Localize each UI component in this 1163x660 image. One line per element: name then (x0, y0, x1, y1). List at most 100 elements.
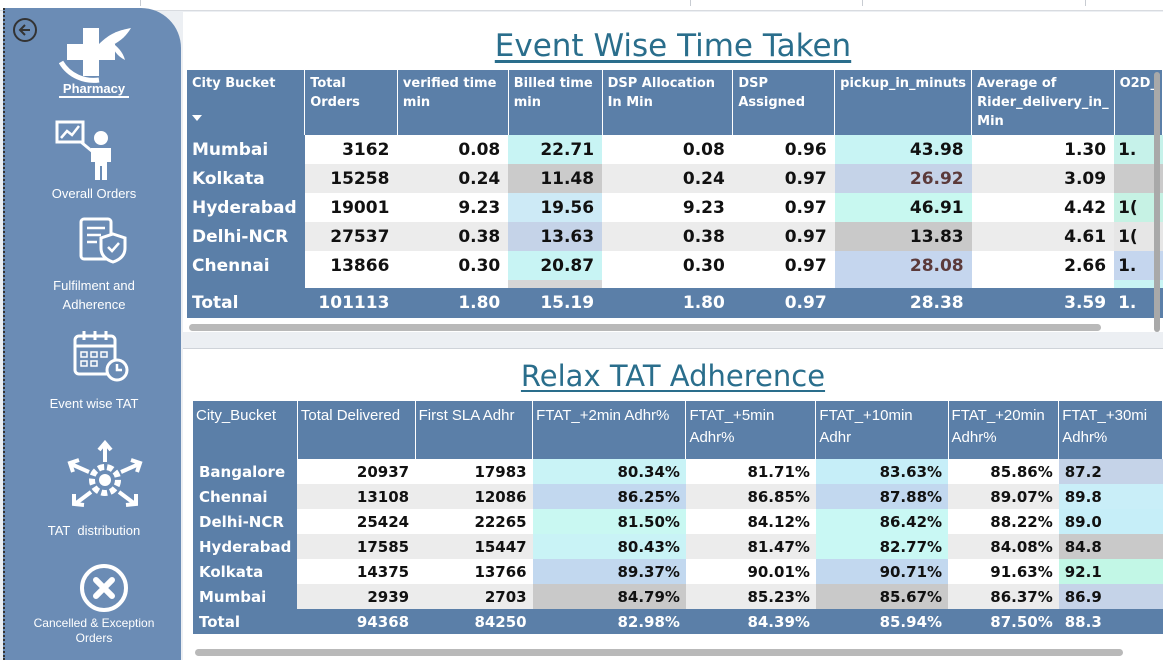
value-cell: 0.08 (458, 139, 501, 160)
table-header-row: City Bucket Total Orders verified time m… (187, 70, 1163, 135)
city-cell: Delhi-NCR (193, 509, 298, 534)
column-header[interactable]: pickup_in_minuts (834, 70, 973, 135)
value-cell: 85.86% (990, 462, 1053, 481)
value-cell: 89.37% (532, 559, 686, 584)
value-cell: 3.09 (971, 164, 1115, 193)
column-header[interactable]: FTAT_+10min Adhr (815, 401, 949, 459)
event-wise-title: Event Wise Time Taken (494, 28, 852, 64)
horizontal-scrollbar[interactable] (195, 649, 1123, 656)
sidebar-item-label: Pharmacy (58, 81, 130, 98)
event-wise-time-panel: Event Wise Time Taken City Bucket Total … (183, 12, 1163, 332)
city-cell: Hyderabad (193, 534, 298, 559)
value-cell: 27537 (304, 222, 398, 251)
table-total-row: Total 94368 84250 82.98% 84.39% 85.94% 8… (193, 609, 1163, 634)
value-cell: 86.25% (532, 484, 686, 509)
value-cell: 0.97 (732, 164, 835, 193)
column-header[interactable]: City_Bucket (193, 401, 298, 459)
value-cell: 17585 (297, 534, 416, 559)
column-header[interactable]: First SLA Adhr (415, 401, 534, 459)
column-header[interactable]: verified time min (397, 70, 509, 135)
sidebar-item-overall-orders[interactable]: Overall Orders (5, 186, 183, 201)
table-row[interactable]: Delhi-NCR 25424 22265 81.50% 84.12% 86.4… (193, 509, 1163, 534)
city-cell: Delhi-NCR (187, 222, 305, 251)
column-header[interactable]: DSP Allocation In Min (602, 70, 734, 135)
column-header[interactable]: Average of Rider_delivery_in_ Min (971, 70, 1115, 135)
calendar-clock-icon[interactable] (71, 328, 131, 388)
table-row[interactable]: Hyderabad 17585 15447 80.43% 81.47% 82.7… (193, 534, 1163, 559)
value-cell: 85.23% (685, 584, 816, 609)
city-cell: Hyderabad (187, 193, 305, 222)
value-cell: 9.23 (458, 197, 501, 218)
value-cell: 83.63% (815, 459, 949, 484)
value-cell: 46.91 (834, 193, 972, 222)
table-row[interactable]: Kolkata 14375 13766 89.37% 90.01% 90.71%… (193, 559, 1163, 584)
value-cell: 89.8 (1058, 484, 1163, 509)
column-header[interactable]: Total Orders (304, 70, 398, 135)
value-cell: 81.50% (532, 509, 686, 534)
table-spacer-row (187, 280, 1163, 288)
city-cell: Mumbai (187, 135, 305, 164)
column-header[interactable]: Billed time min (508, 70, 603, 135)
city-cell: Chennai (193, 484, 298, 509)
value-cell: 89.07% (948, 484, 1059, 509)
column-header[interactable]: DSP Assigned (732, 70, 836, 135)
city-cell: Kolkata (187, 164, 305, 193)
value-cell: 0.30 (458, 255, 501, 276)
value-cell: 25424 (356, 512, 410, 531)
table-row[interactable]: Mumbai 2939 2703 84.79% 85.23% 85.67% 86… (193, 584, 1163, 609)
sort-desc-icon[interactable] (192, 115, 202, 121)
sidebar-item-event-wise-tat[interactable]: Event wise TAT (5, 396, 183, 411)
value-cell: 13108 (297, 484, 416, 509)
total-cell: 101113 (304, 288, 398, 318)
sidebar-item-cancelled[interactable]: Cancelled & Exception Orders (5, 616, 183, 646)
table-row[interactable]: Hyderabad 19001 9.23 19.56 9.23 0.97 46.… (187, 193, 1163, 222)
column-header[interactable]: FTAT_+30mi Adhr% (1058, 401, 1163, 459)
value-cell: 20.87 (508, 251, 603, 280)
value-cell: 0.24 (602, 164, 733, 193)
sidebar-item-label-line2: Orders (75, 631, 113, 645)
total-cell: 94368 (297, 609, 416, 634)
table-row[interactable]: Kolkata 15258 0.24 11.48 0.24 0.97 26.92… (187, 164, 1163, 193)
value-cell: 0.08 (682, 139, 725, 160)
cancel-circle-icon[interactable] (79, 563, 129, 617)
table-row[interactable]: Mumbai 3162 0.08 22.71 0.08 0.96 43.98 1… (187, 135, 1163, 164)
sidebar-item-fulfilment[interactable]: Fulfilment and Adherence (5, 276, 183, 314)
value-cell: 2.66 (1064, 255, 1107, 276)
table-row[interactable]: Chennai 13866 0.30 20.87 0.30 0.97 28.08… (187, 251, 1163, 280)
sidebar-item-label: Cancelled & Exception (33, 616, 155, 630)
value-cell: 0.97 (732, 222, 835, 251)
total-cell: 3.59 (971, 288, 1115, 318)
city-cell: Kolkata (193, 559, 298, 584)
column-header[interactable]: FTAT_+2min Adhr% (532, 401, 687, 459)
table-row[interactable]: Bangalore 20937 17983 80.34% 81.71% 83.6… (193, 459, 1163, 484)
sidebar-item-pharmacy[interactable]: Pharmacy (5, 81, 183, 98)
value-cell: 2703 (415, 584, 533, 609)
value-cell: 91.63% (990, 562, 1053, 581)
value-cell: 22265 (474, 512, 527, 531)
horizontal-scrollbar[interactable] (189, 324, 1101, 331)
table-row[interactable]: Chennai 13108 12086 86.25% 86.85% 87.88%… (193, 484, 1163, 509)
vertical-scrollbar[interactable] (1154, 72, 1160, 332)
value-cell: 87.88% (815, 484, 949, 509)
sidebar-item-tat-distribution[interactable]: TAT distribution (5, 523, 183, 538)
value-cell: 85.67% (815, 584, 949, 609)
value-cell: 13766 (474, 562, 527, 581)
shield-document-icon[interactable] (77, 216, 129, 270)
gear-arrows-icon[interactable] (65, 439, 145, 516)
sidebar-item-label: TAT distribution (47, 523, 141, 538)
column-header[interactable]: City Bucket (187, 70, 306, 135)
value-cell: 86.9 (1058, 584, 1163, 609)
column-header[interactable]: FTAT_+20min Adhr% (948, 401, 1060, 459)
column-header[interactable]: FTAT_+5min Adhr% (685, 401, 817, 459)
total-label: Total (193, 609, 298, 634)
back-arrow-icon[interactable] (13, 18, 37, 42)
table-row[interactable]: Delhi-NCR 27537 0.38 13.63 0.38 0.97 13.… (187, 222, 1163, 251)
total-cell: 84.39% (685, 609, 816, 634)
value-cell: 92.1 (1058, 559, 1163, 584)
value-cell: 17983 (474, 462, 527, 481)
value-cell: 86.42% (815, 509, 949, 534)
pharmacy-cross-icon[interactable] (58, 22, 135, 92)
column-header[interactable]: Total Delivered (297, 401, 416, 459)
value-cell: 0.96 (784, 139, 827, 160)
presenter-chart-icon[interactable] (55, 118, 117, 184)
